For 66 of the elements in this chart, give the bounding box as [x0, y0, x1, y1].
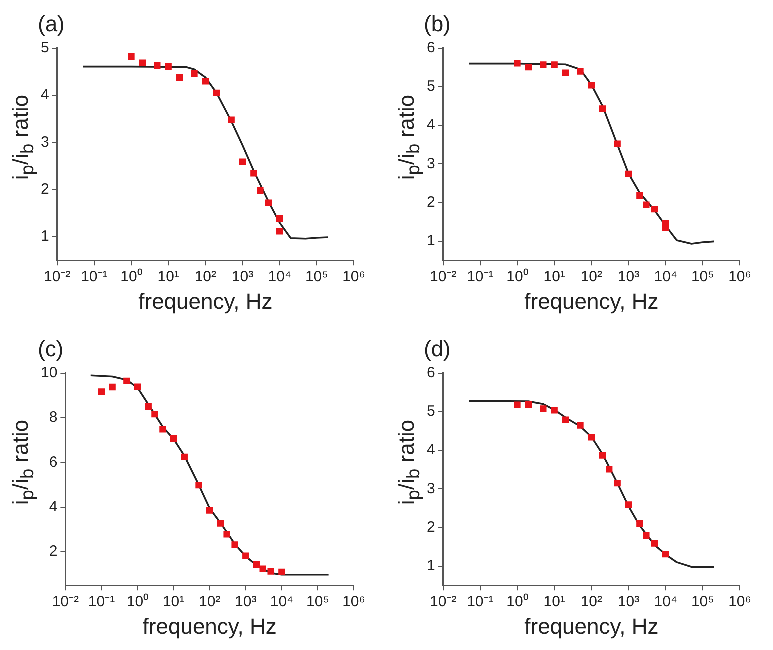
chart-title: (d)	[424, 336, 451, 362]
y-tick-label: 2	[427, 194, 436, 211]
x-tick-label: 10²	[199, 594, 221, 611]
y-tick-label: 2	[427, 518, 436, 536]
x-tick-label: 10²	[580, 594, 603, 611]
x-tick-label: 10⁶	[728, 268, 752, 286]
chart-title: (b)	[424, 11, 451, 36]
x-tick-label: 10⁵	[691, 594, 714, 611]
x-tick-label: 10¹	[162, 594, 185, 611]
x-tick-label: 10⁵	[306, 594, 330, 611]
x-tick-label: 10⁰	[506, 594, 528, 611]
y-tick-label: 5	[41, 40, 50, 57]
chart-title: (a)	[38, 11, 65, 36]
x-tick-label: 10⁻²	[430, 594, 457, 611]
y-tick-label: 6	[427, 364, 436, 382]
x-tick-label: 10²	[194, 268, 217, 286]
x-tick-label: 10³	[618, 268, 640, 286]
y-tick-label: 5	[427, 78, 436, 96]
x-tick-label: 10³	[618, 594, 640, 611]
y-tick-label: 4	[427, 116, 436, 134]
x-tick-label: 10⁵	[305, 268, 328, 286]
x-tick-label: 10⁻²	[430, 268, 457, 286]
y-tick-label: 3	[41, 134, 50, 151]
x-tick-label: 10⁰	[120, 268, 142, 286]
x-axis-title: frequency, Hz	[142, 614, 277, 639]
x-tick-label: 10⁴	[268, 268, 292, 286]
x-tick-label: 10¹	[544, 594, 566, 611]
x-tick-label: 10⁴	[270, 594, 294, 611]
x-tick-label: 10⁶	[728, 594, 752, 611]
x-tick-label: 10⁰	[506, 268, 528, 286]
y-tick-label: 5	[427, 403, 436, 420]
y-tick-label: 3	[427, 480, 436, 498]
x-axis-title: frequency, Hz	[138, 288, 273, 314]
x-tick-label: 10³	[235, 594, 257, 611]
x-tick-label: 10⁻¹	[81, 268, 108, 286]
x-tick-label: 10⁻¹	[467, 594, 494, 611]
y-tick-label: 8	[49, 409, 58, 426]
x-axis-title: frequency, Hz	[524, 614, 659, 639]
chart-title: (c)	[38, 336, 64, 362]
y-tick-label: 4	[49, 498, 58, 516]
x-tick-label: 10⁰	[126, 594, 149, 611]
x-axis-title: frequency, Hz	[524, 288, 659, 314]
x-tick-label: 10⁴	[654, 594, 678, 611]
x-tick-label: 10⁻¹	[88, 594, 116, 611]
x-tick-label: 10⁻²	[52, 594, 80, 611]
y-tick-label: 2	[41, 181, 50, 198]
y-tick-label: 1	[427, 557, 436, 574]
x-tick-label: 10⁶	[342, 594, 366, 611]
y-tick-label: 6	[49, 454, 58, 471]
x-tick-label: 10¹	[158, 268, 180, 286]
x-tick-label: 10³	[232, 268, 254, 286]
y-tick-label: 1	[41, 228, 50, 246]
y-tick-label: 3	[427, 155, 436, 172]
x-tick-label: 10¹	[544, 268, 566, 286]
x-tick-label: 10⁶	[342, 268, 366, 286]
x-tick-label: 10⁻¹	[467, 268, 494, 286]
x-tick-label: 10²	[580, 268, 603, 286]
y-tick-label: 6	[427, 40, 436, 57]
x-tick-label: 10⁵	[691, 268, 714, 286]
y-tick-label: 2	[49, 543, 58, 560]
x-tick-label: 10⁴	[654, 268, 678, 286]
x-tick-label: 10⁻²	[44, 268, 71, 286]
y-tick-label: 10	[40, 364, 58, 382]
y-tick-label: 1	[427, 232, 436, 250]
y-tick-label: 4	[41, 86, 50, 104]
y-tick-label: 4	[427, 442, 436, 459]
